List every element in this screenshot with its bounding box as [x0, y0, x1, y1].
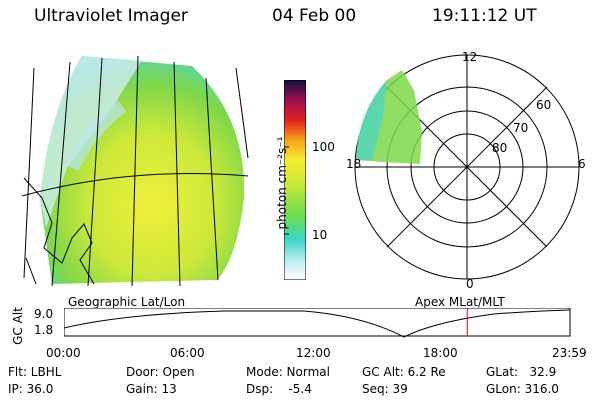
- altitude-curve: [64, 309, 571, 338]
- status-gc-alt: GC Alt: 6.2 Re: [362, 365, 446, 379]
- mlt-label-6: 6: [578, 157, 586, 171]
- coastline: [23, 177, 95, 285]
- status-ip: IP: 36.0: [8, 382, 54, 396]
- timeline-ytick-1-8: 1.8: [34, 323, 54, 337]
- colorbar-tick-100: 100: [312, 140, 335, 154]
- timeline-xtick-1800: 18:00: [423, 346, 458, 360]
- timeline-xtick-0600: 06:00: [170, 346, 205, 360]
- status-gain: Gain: 13: [126, 382, 177, 396]
- status-glon: GLon: 316.0: [486, 382, 559, 396]
- mlt-label-12: 12: [462, 50, 478, 64]
- mlt-polar-plot: [354, 54, 580, 280]
- altitude-timeline: [64, 308, 571, 338]
- status-dsp: Dsp: -5.4: [246, 382, 312, 396]
- apex-label: Apex MLat/MLT: [415, 295, 505, 309]
- timeline-axis-label: GC Alt: [11, 307, 25, 345]
- colorbar-tick-10: 10: [312, 228, 328, 242]
- status-seq: Seq: 39: [362, 382, 408, 396]
- lat-label-70: 70: [513, 121, 529, 135]
- mlt-label-0: 0: [466, 277, 474, 291]
- uv-earth-image: [22, 55, 249, 287]
- status-door: Door: Open: [126, 365, 195, 379]
- latitude-line: [22, 173, 249, 197]
- timeline-xtick-0000: 00:00: [46, 346, 81, 360]
- colorbar: [284, 80, 306, 280]
- lat-label-80: 80: [492, 141, 508, 155]
- status-flt: Flt: LBHL: [8, 365, 62, 379]
- timeline-xtick-1200: 12:00: [296, 346, 331, 360]
- status-mode: Mode: Normal: [246, 365, 330, 379]
- app-title: Ultraviolet Imager: [34, 6, 188, 26]
- mlt-label-18: 18: [346, 157, 362, 171]
- status-glat: GLat: 32.9: [486, 365, 557, 379]
- time-readout: 19:11:12 UT: [432, 6, 537, 26]
- timeline-xtick-2359: 23:59: [552, 346, 587, 360]
- date-readout: 04 Feb 00: [272, 6, 357, 26]
- geographic-label: Geographic Lat/Lon: [68, 295, 186, 309]
- timeline-ytick-9: 9.0: [34, 307, 54, 321]
- colorbar-label: photon cm⁻²s⁻¹: [275, 136, 289, 230]
- lat-label-60: 60: [536, 98, 552, 112]
- longitude-grid: [22, 55, 249, 287]
